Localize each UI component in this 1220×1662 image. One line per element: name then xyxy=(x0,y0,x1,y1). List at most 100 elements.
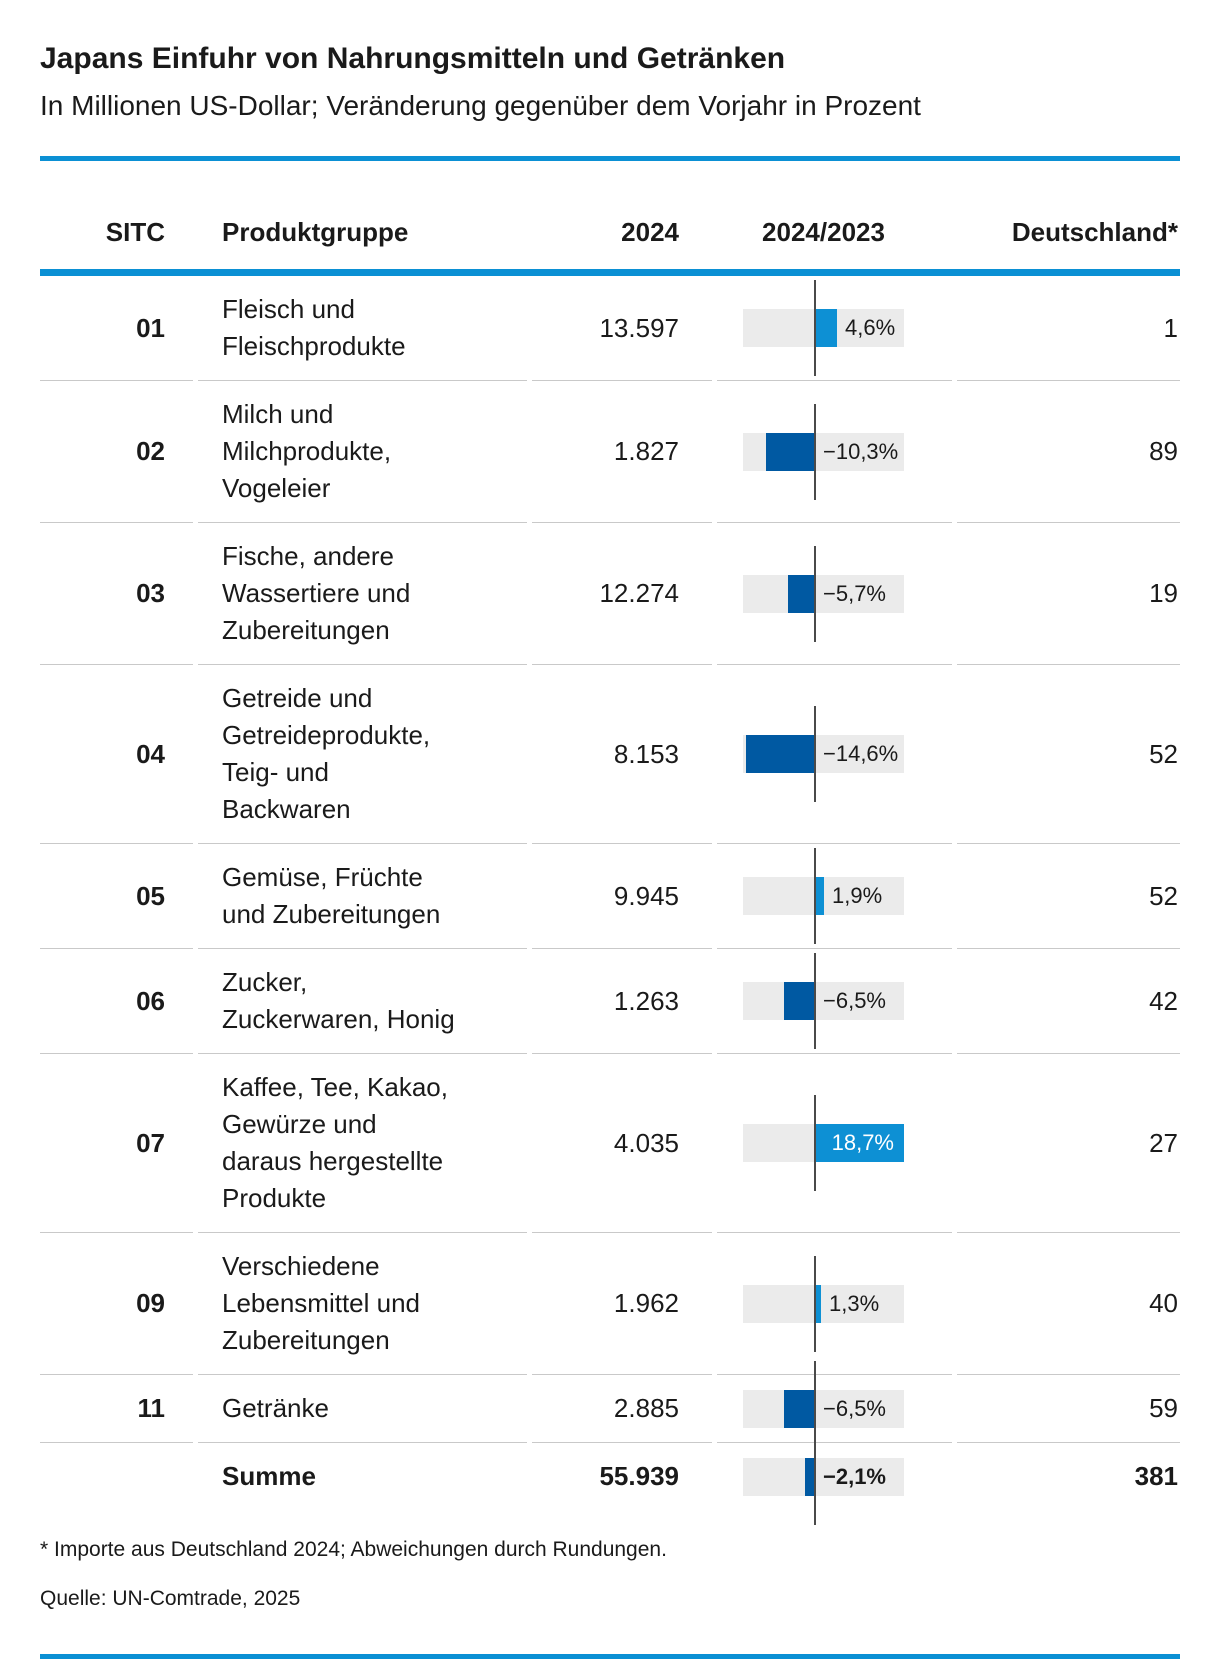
bottom-divider xyxy=(40,1654,1180,1659)
bar-track xyxy=(743,1389,904,1428)
germany-value: 27 xyxy=(957,1053,1180,1232)
product-group: Fische, andere Wassertiere und Zubereitung… xyxy=(198,522,527,664)
value-2024: 4.035 xyxy=(532,1053,712,1232)
table-header-row: SITC Produktgruppe 2024 2024/2023 Deutsc… xyxy=(40,161,1180,276)
product-group-line: Milch und xyxy=(222,399,334,429)
page-subtitle: In Millionen US-Dollar; Veränderung gege… xyxy=(40,90,921,121)
sitc-code: 09 xyxy=(40,1232,193,1374)
germany-value: 52 xyxy=(957,843,1180,948)
value-2024: 1.962 xyxy=(532,1232,712,1374)
product-group: Getreide und Getreideprodukte, Teig- und Ba… xyxy=(198,664,527,843)
product-group-line: Getreide und xyxy=(222,683,373,713)
change-bar-cell: −6,5% xyxy=(717,1360,952,1457)
change-bar-cell: 1,3% xyxy=(717,1232,952,1374)
product-group: Gemüse, Früchte und Zubereitungen xyxy=(198,843,527,948)
zero-axis-line xyxy=(814,1428,816,1525)
change-bar xyxy=(746,735,815,773)
sitc-code xyxy=(40,1442,193,1510)
change-label: −14,6% xyxy=(823,741,899,766)
bar-track xyxy=(743,982,904,1020)
sitc-code: 02 xyxy=(40,380,193,522)
change-bar-cell: 1,9% xyxy=(717,843,952,948)
sitc-code: 11 xyxy=(40,1374,193,1442)
product-group: Kaffee, Tee, Kakao, Gewürze und daraus her… xyxy=(198,1053,527,1232)
sitc-code: 03 xyxy=(40,522,193,664)
bar-track xyxy=(743,1284,904,1323)
zero-axis-line xyxy=(814,403,816,500)
change-bar-cell: −2,1% xyxy=(717,1428,952,1525)
value-2024: 9.945 xyxy=(532,843,712,948)
product-group-line: Fische, andere xyxy=(222,541,394,571)
product-group-line: Getränke xyxy=(222,1393,329,1423)
product-group-line: Zubereitungen xyxy=(222,1325,390,1355)
change-label: 1,9% xyxy=(832,883,883,908)
value-2024: 8.153 xyxy=(532,664,712,843)
product-group-line: Verschiedene xyxy=(222,1251,380,1281)
germany-value: 40 xyxy=(957,1232,1180,1374)
value-2024: 13.597 xyxy=(599,312,679,343)
germany-value: 59 xyxy=(957,1374,1180,1442)
zero-axis-line xyxy=(814,1095,816,1191)
change-bar-cell: −5,7% xyxy=(717,522,952,664)
product-group-line: Kaffee, Tee, Kakao, xyxy=(222,1072,448,1102)
column-header-germany: Deutschland* xyxy=(1011,217,1178,247)
column-header-change-label: 2024/2023 xyxy=(762,217,885,247)
change-bar xyxy=(788,574,815,613)
change-label: −6,5% xyxy=(823,988,886,1013)
zero-axis-line xyxy=(814,1360,816,1457)
column-header-change: 2024/2023 xyxy=(717,217,952,248)
product-group-line: Milchprodukte, xyxy=(222,436,392,466)
page-title: Japans Einfuhr von Nahrungsmitteln und G… xyxy=(40,42,786,75)
product-group-line: Backwaren xyxy=(222,794,351,824)
sitc-code: 04 xyxy=(40,664,193,843)
change-bar-cell: −14,6% xyxy=(717,664,952,843)
change-label: −10,3% xyxy=(823,438,899,464)
product-group-line: Produkte xyxy=(222,1183,327,1213)
change-label: 4,6% xyxy=(845,315,896,340)
product-group-line: Lebensmittel und xyxy=(222,1288,421,1318)
germany-value: 52 xyxy=(957,664,1180,843)
product-group-line: Summe xyxy=(222,1461,316,1491)
product-group-line: Gewürze und xyxy=(222,1109,377,1139)
germany-value: 89 xyxy=(957,380,1180,522)
change-label: 18,7% xyxy=(831,1130,894,1155)
sitc-code: 01 xyxy=(136,312,165,343)
product-group-line: Getreideprodukte, xyxy=(222,720,431,750)
source-line: Quelle: UN-Comtrade, 2025 xyxy=(40,1587,301,1610)
column-header-2024: 2024 xyxy=(621,217,679,247)
bar-track xyxy=(743,1457,904,1496)
sitc-code: 07 xyxy=(40,1053,193,1232)
product-group-line: Zubereitungen xyxy=(222,615,390,645)
product-group-line: daraus hergestellte xyxy=(222,1146,444,1176)
zero-axis-line xyxy=(814,1255,816,1352)
product-group: Milch und Milchprodukte, Vogeleier xyxy=(198,380,527,522)
change-label: −5,7% xyxy=(823,580,886,606)
change-label: 1,3% xyxy=(829,1290,880,1316)
change-bar xyxy=(805,1457,815,1496)
zero-axis-line xyxy=(814,280,816,376)
change-bar-cell: 4,6% xyxy=(717,276,952,380)
zero-axis-line xyxy=(814,848,816,944)
germany-value: 381 xyxy=(957,1442,1180,1510)
change-bar xyxy=(815,1284,821,1323)
change-bar-cell: −6,5% xyxy=(717,948,952,1053)
germany-value: 1 xyxy=(1163,312,1178,343)
change-bar xyxy=(766,432,815,471)
product-group: Summe xyxy=(198,1442,527,1510)
value-2024: 1.827 xyxy=(532,380,712,522)
change-bar xyxy=(815,309,837,347)
footnote: * Importe aus Deutschland 2024; Abweichu… xyxy=(40,1538,667,1561)
data-table: 01 Fleisch und Fleischprodukte 13.597 4,6% 1 0… xyxy=(40,276,1180,1525)
bar-track xyxy=(743,574,904,613)
product-group-line: Fleisch und xyxy=(222,294,355,324)
top-divider xyxy=(40,156,1180,161)
change-bar xyxy=(815,1124,904,1162)
change-bar xyxy=(815,877,824,915)
germany-value: 19 xyxy=(957,522,1180,664)
product-group-line: Zucker, xyxy=(222,967,308,997)
change-bar xyxy=(784,982,815,1020)
product-group-line: Wassertiere und xyxy=(222,578,411,608)
value-2024: 1.263 xyxy=(532,948,712,1053)
value-2024: 2.885 xyxy=(532,1374,712,1442)
